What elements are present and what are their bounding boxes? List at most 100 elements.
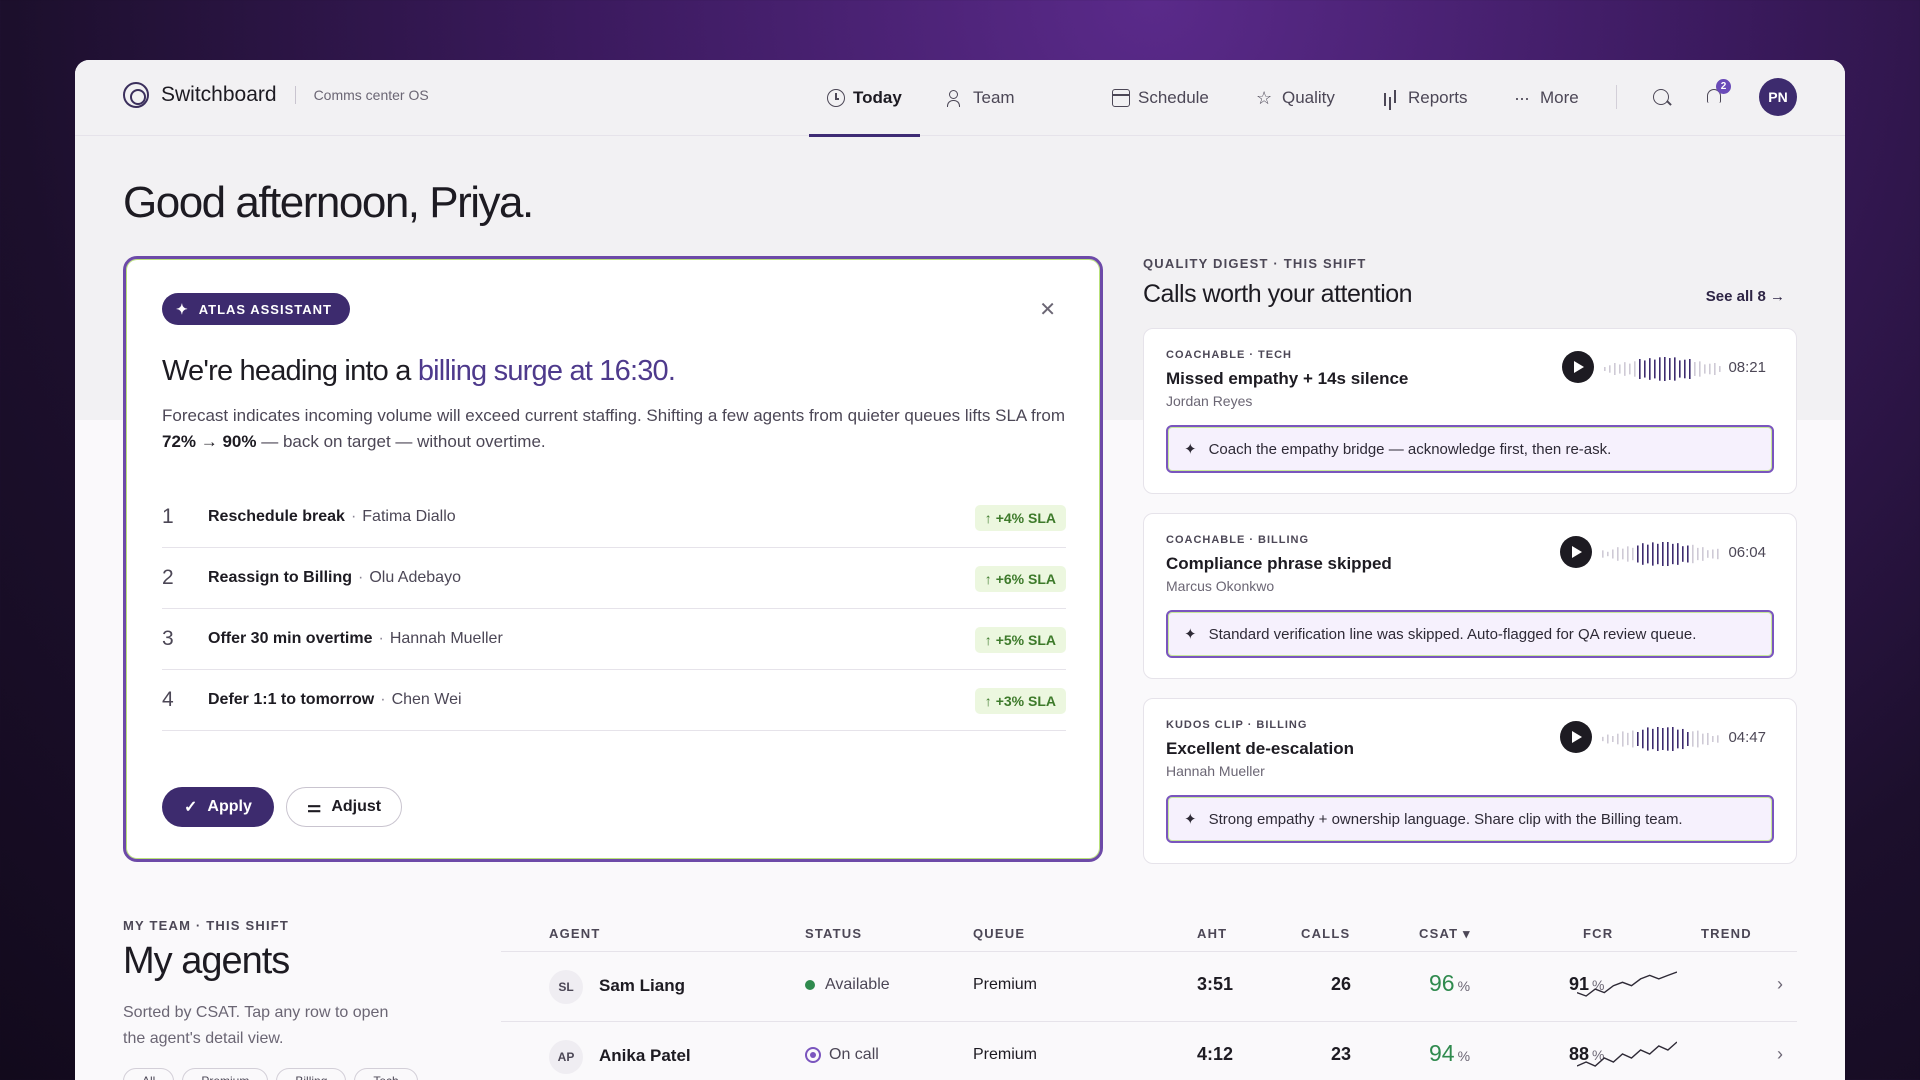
recommendation-step[interactable]: 2 Reassign to Billing · Olu Adebayo ↑ +6%… <box>162 548 1066 609</box>
team-description: Sorted by CSAT. Tap any row to open the … <box>123 1004 389 1047</box>
waveform-bar <box>1662 542 1664 566</box>
nav-item-reports[interactable]: Reports <box>1382 60 1468 136</box>
percent-unit: % <box>1457 978 1471 994</box>
recommendation-step[interactable]: 1 Reschedule break · Fatima Diallo ↑ +4% … <box>162 487 1066 548</box>
close-icon[interactable]: ✕ <box>1039 299 1056 321</box>
waveform-bar <box>1712 549 1714 559</box>
brand[interactable]: Switchboard Comms center OS <box>123 82 429 108</box>
coaching-hint: ✦ Standard verification line was skipped.… <box>1166 610 1774 658</box>
coaching-hint: ✦ Coach the empathy bridge — acknowledge … <box>1166 425 1774 473</box>
quality-eyebrow: QUALITY DIGEST · THIS SHIFT <box>1143 256 1367 271</box>
team-icon <box>947 89 965 107</box>
step-number: 2 <box>162 566 174 589</box>
column-header-queue[interactable]: QUEUE <box>973 926 1026 941</box>
nav-label: Team <box>973 88 1015 107</box>
nav-item-schedule[interactable]: Schedule <box>1112 60 1209 136</box>
waveform-bar <box>1684 359 1686 379</box>
call-card[interactable]: COACHABLE · TECH Missed empathy + 14s si… <box>1143 328 1797 494</box>
search-icon[interactable] <box>1653 89 1669 105</box>
call-tag: KUDOS CLIP · BILLING <box>1166 719 1308 731</box>
agent-queue: Premium <box>973 976 1038 993</box>
agent-status: Available <box>805 976 890 994</box>
play-button[interactable] <box>1560 536 1592 568</box>
quality-title: Calls worth your attention <box>1143 280 1413 308</box>
user-avatar[interactable]: PN <box>1759 78 1797 116</box>
waveform-bar <box>1627 732 1629 746</box>
column-header-aht[interactable]: AHT <box>1197 926 1228 941</box>
call-card[interactable]: KUDOS CLIP · BILLING Excellent de-escala… <box>1143 698 1797 864</box>
nav-item-more[interactable]: ··· More <box>1514 60 1579 136</box>
recommendation-step[interactable]: 4 Defer 1:1 to tomorrow · Chen Wei ↑ +3% … <box>162 670 1066 731</box>
waveform-bar <box>1637 732 1639 746</box>
waveform-bar <box>1657 543 1659 565</box>
call-agent: Hannah Mueller <box>1166 763 1265 779</box>
step-title: Offer 30 min overtime <box>208 630 373 647</box>
sparkle-icon: ✦ <box>176 300 189 317</box>
waveform-bar <box>1639 359 1641 379</box>
filter-pill[interactable]: All <box>123 1068 175 1080</box>
waveform-bar <box>1699 361 1701 377</box>
agents-table: AGENT STATUS QUEUE AHT CALLS CSAT ▾ FCR … <box>501 920 1797 1080</box>
nav-item-today[interactable]: Today <box>809 60 920 137</box>
top-actions: 2 PN <box>1616 78 1797 116</box>
team-eyebrow: MY TEAM · THIS SHIFT <box>123 918 290 933</box>
separator-dot: · <box>358 569 364 586</box>
column-header-calls[interactable]: CALLS <box>1301 926 1351 941</box>
brand-subtitle: Comms center OS <box>313 87 429 103</box>
call-duration: 06:04 <box>1728 544 1766 561</box>
waveform-bar <box>1607 734 1609 744</box>
filter-pill[interactable]: Tech <box>354 1068 418 1080</box>
filter-pill[interactable]: Billing <box>276 1068 347 1080</box>
waveform-bar <box>1697 730 1699 748</box>
waveform-bar <box>1612 736 1614 742</box>
recommendation-step[interactable]: 3 Offer 30 min overtime · Hannah Mueller… <box>162 609 1066 670</box>
waveform-bar <box>1634 361 1636 377</box>
more-icon: ··· <box>1514 88 1530 108</box>
filter-pill[interactable]: Premium <box>182 1068 269 1080</box>
nav-label: More <box>1540 88 1579 107</box>
nav-item-quality[interactable]: ☆ Quality <box>1256 60 1335 136</box>
waveform-bar <box>1682 546 1684 562</box>
headline-highlight: billing surge at 16:30. <box>417 355 676 387</box>
column-header-status[interactable]: STATUS <box>805 926 863 941</box>
call-tag: COACHABLE · BILLING <box>1166 534 1310 546</box>
separator-dot: · <box>350 508 357 525</box>
see-all-link[interactable]: See all 8 → <box>1705 288 1785 305</box>
body-text: Forecast indicates incoming volume will … <box>162 406 1066 425</box>
adjust-button[interactable]: ⚌ Adjust <box>286 787 403 827</box>
table-row[interactable]: AP Anika Patel On call Premium 4:12 23 9… <box>501 1022 1797 1080</box>
waveform-bar <box>1714 363 1716 375</box>
column-header-fcr[interactable]: FCR <box>1583 926 1614 941</box>
top-bar: Switchboard Comms center OS Today Team S… <box>75 60 1845 137</box>
step-title: Reschedule break <box>208 508 345 525</box>
sla-badge: ↑ +5% SLA <box>974 627 1066 653</box>
nav-item-team[interactable]: Team <box>947 60 1015 136</box>
waveform-bar <box>1677 543 1679 565</box>
agent-calls: 23 <box>1331 1044 1352 1064</box>
sla-badge-label: +4% SLA <box>995 510 1056 526</box>
notifications-button[interactable]: 2 <box>1705 79 1731 107</box>
waveform-bar <box>1692 544 1694 564</box>
waveform-bar <box>1632 730 1634 748</box>
step-person: Hannah Mueller <box>389 630 503 647</box>
sparkline-path <box>1577 1041 1677 1067</box>
play-button[interactable] <box>1562 351 1594 383</box>
call-card[interactable]: COACHABLE · BILLING Compliance phrase sk… <box>1143 513 1797 679</box>
call-title: Excellent de-escalation <box>1166 739 1355 758</box>
waveform-bar <box>1644 360 1646 378</box>
column-header-csat[interactable]: CSAT ▾ <box>1419 926 1471 941</box>
waveform-bar <box>1622 731 1624 747</box>
table-row[interactable]: SL Sam Liang Available Premium 3:51 26 9… <box>501 952 1797 1022</box>
step-person: Fatima Diallo <box>362 508 456 525</box>
agent-avatar: AP <box>549 1040 583 1074</box>
chevron-right-icon[interactable]: › <box>1777 1044 1783 1064</box>
chevron-right-icon[interactable]: › <box>1777 974 1783 994</box>
waveform-bar <box>1652 542 1654 566</box>
waveform-bar <box>1612 549 1614 559</box>
agent-name: Sam Liang <box>599 976 685 995</box>
apply-button[interactable]: ✓ Apply <box>162 787 274 827</box>
column-header-agent[interactable]: AGENT <box>549 926 601 941</box>
nav-label: Quality <box>1282 88 1335 107</box>
bar-chart-icon <box>1382 89 1400 107</box>
play-button[interactable] <box>1560 721 1592 753</box>
